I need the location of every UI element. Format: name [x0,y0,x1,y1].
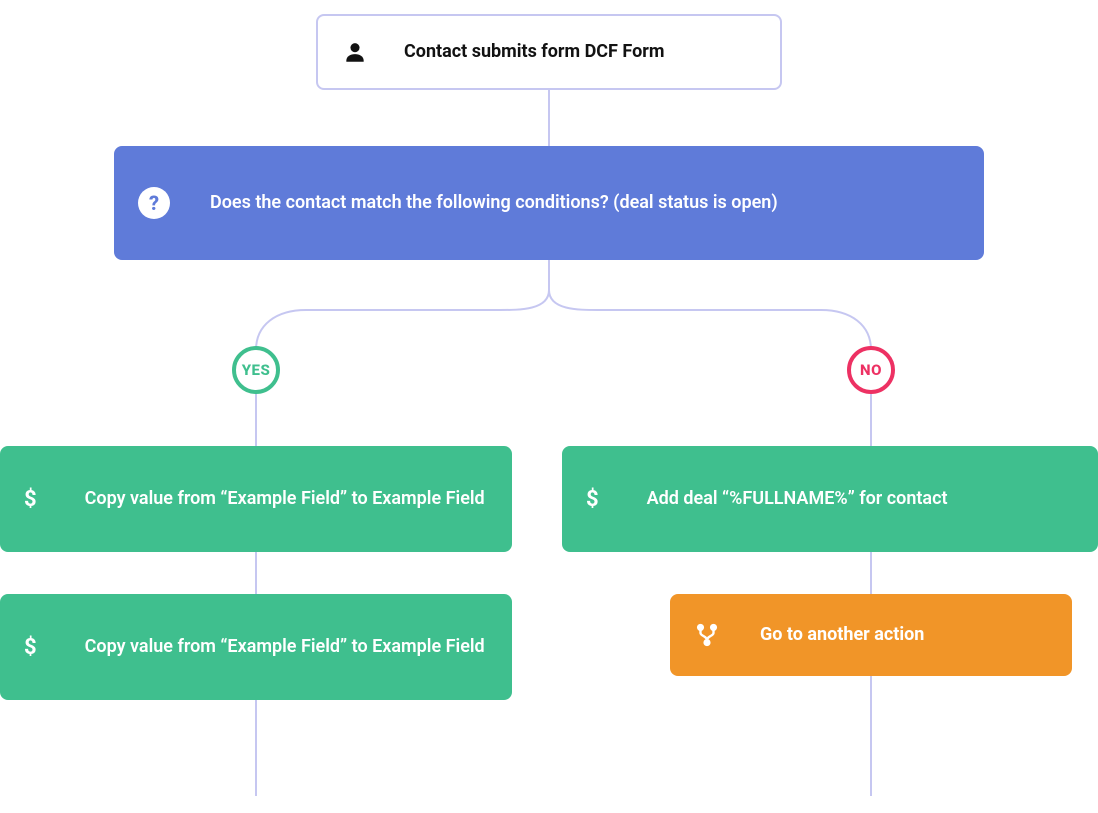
condition-node[interactable]: ? Does the contact match the following c… [114,146,984,260]
trigger-node[interactable]: Contact submits form DCF Form [316,14,782,90]
flowchart-canvas: Contact submits form DCF Form ? Does the… [0,0,1098,813]
no-action-2-label: Go to another action [760,623,1048,647]
trigger-label: Contact submits form DCF Form [404,40,756,64]
yes-action-2[interactable]: $ Copy value from “Example Field” to Exa… [0,594,512,700]
no-action-1[interactable]: $ Add deal “%FULLNAME%” for contact [562,446,1098,552]
no-action-2[interactable]: Go to another action [670,594,1072,676]
yes-badge-label: YES [242,361,271,379]
dollar-icon: $ [24,635,37,660]
yes-badge: YES [232,346,280,394]
dollar-icon: $ [24,487,37,512]
yes-action-1[interactable]: $ Copy value from “Example Field” to Exa… [0,446,512,552]
question-icon: ? [138,187,170,219]
condition-label: Does the contact match the following con… [210,191,960,215]
yes-action-2-label: Copy value from “Example Field” to Examp… [85,635,488,659]
yes-action-1-label: Copy value from “Example Field” to Examp… [85,487,488,511]
no-badge-label: NO [860,361,882,379]
no-action-1-label: Add deal “%FULLNAME%” for contact [647,487,1074,511]
no-badge: NO [847,346,895,394]
dollar-icon: $ [586,487,599,512]
fork-icon [694,622,720,648]
person-icon [342,39,368,65]
